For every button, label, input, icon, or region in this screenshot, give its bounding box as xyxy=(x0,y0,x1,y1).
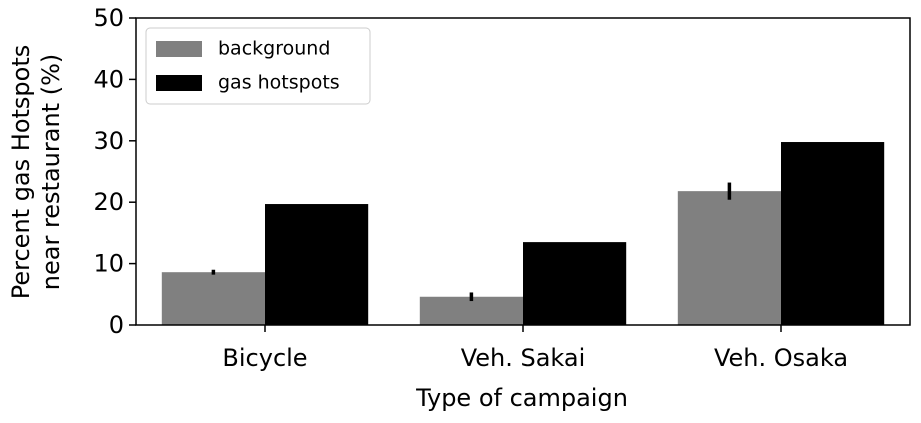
y-axis-label: near restaurant (%) xyxy=(37,54,65,290)
x-tick-label: Veh. Sakai xyxy=(461,344,586,372)
legend-label: background xyxy=(218,38,330,60)
x-tick-label: Veh. Osaka xyxy=(714,344,848,372)
bar xyxy=(161,272,265,325)
bar xyxy=(677,191,781,325)
y-axis-label: Percent gas Hotspots xyxy=(7,45,35,299)
legend-swatch xyxy=(156,75,202,91)
legend-label: gas hotspots xyxy=(218,72,340,94)
y-tick-label: 10 xyxy=(93,250,124,278)
bar xyxy=(419,296,523,325)
y-tick-label: 50 xyxy=(93,4,124,32)
x-tick-label: Bicycle xyxy=(222,344,307,372)
bar xyxy=(265,204,369,325)
y-tick-label: 20 xyxy=(93,188,124,216)
x-axis-label: Type of campaign xyxy=(415,384,628,412)
bar xyxy=(781,142,885,325)
y-tick-label: 40 xyxy=(93,65,124,93)
y-tick-label: 30 xyxy=(93,127,124,155)
legend-swatch xyxy=(156,41,202,57)
bar xyxy=(523,242,627,325)
plot-frame xyxy=(135,17,911,326)
y-tick-label: 0 xyxy=(109,311,124,339)
